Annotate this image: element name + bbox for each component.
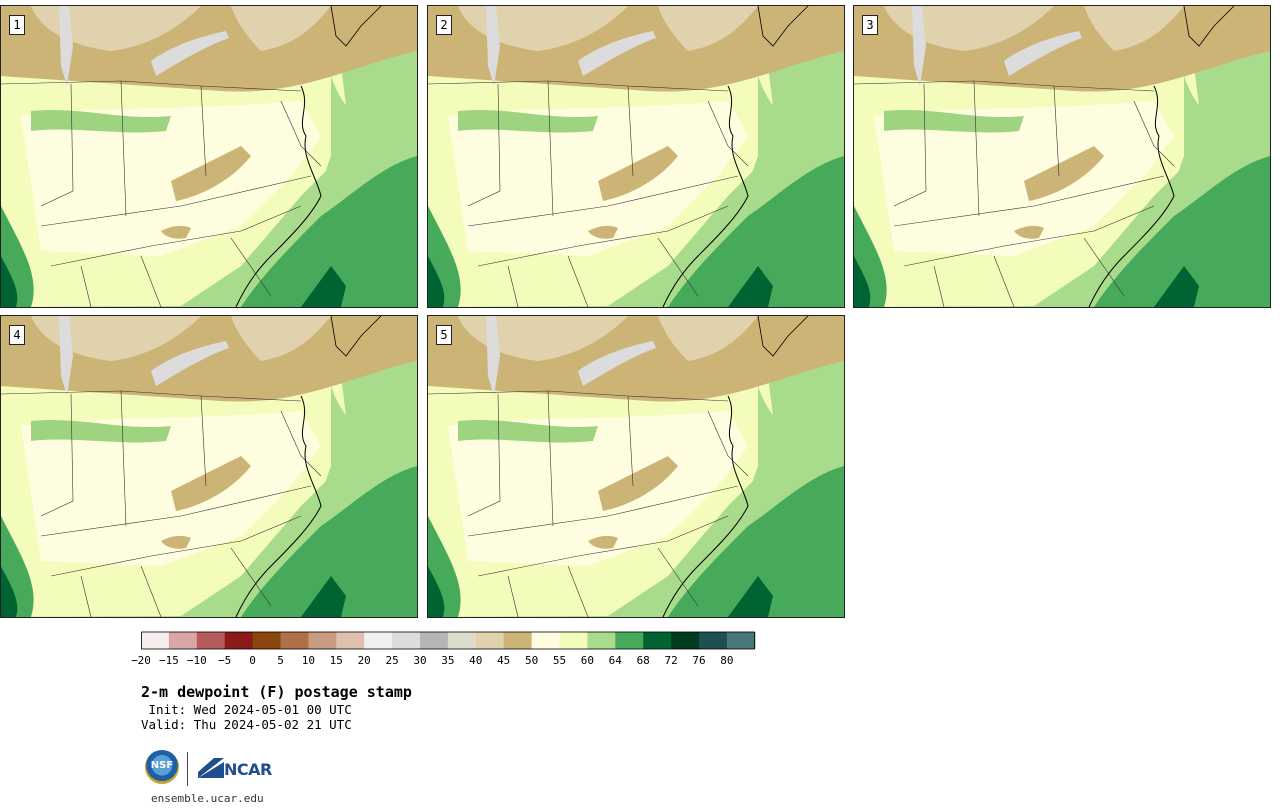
colorbar-swatch <box>308 632 337 649</box>
colorbar-border <box>141 631 755 650</box>
colorbar-tick-label: 15 <box>329 654 343 667</box>
colorbar-swatch <box>587 632 616 649</box>
colorbar-swatch <box>392 632 421 649</box>
colorbar-swatch <box>336 632 365 649</box>
colorbar-swatch <box>726 632 756 649</box>
logo-divider <box>187 752 188 786</box>
colorbar-tick-label: −20 <box>131 654 151 667</box>
colorbar-tick-label: 76 <box>692 654 706 667</box>
nsf-logo-icon <box>145 750 179 784</box>
panel-number: 4 <box>9 325 25 345</box>
valid-time: Valid: Thu 2024-05-02 21 UTC <box>141 717 352 732</box>
colorbar-swatch <box>615 632 644 649</box>
dewpoint-map <box>1 6 417 307</box>
colorbar-tick-label: 72 <box>664 654 678 667</box>
colorbar-tick-label: 20 <box>357 654 371 667</box>
colorbar <box>141 631 756 650</box>
colorbar-swatch <box>364 632 393 649</box>
map-panel-3: 3 <box>853 5 1271 308</box>
ncar-logo-text: NCAR <box>224 760 272 779</box>
colorbar-swatch <box>447 632 477 649</box>
colorbar-tick-label: 68 <box>636 654 650 667</box>
colorbar-tick-label: 0 <box>249 654 256 667</box>
colorbar-swatch <box>475 632 505 649</box>
colorbar-tick-label: 45 <box>497 654 511 667</box>
panel-number: 1 <box>9 15 25 35</box>
dewpoint-map <box>854 6 1270 307</box>
colorbar-tick-label: 5 <box>277 654 284 667</box>
colorbar-swatch <box>559 632 588 649</box>
colorbar-swatch <box>503 632 533 649</box>
colorbar-tick-label: 50 <box>524 654 539 667</box>
colorbar-swatch <box>699 632 728 649</box>
panel-number: 2 <box>436 15 452 35</box>
colorbar-swatch <box>531 632 560 649</box>
colorbar-tick-label: −10 <box>186 654 207 667</box>
nsf-logo-text: NSF <box>150 760 174 771</box>
colorbar-tick-label: 40 <box>469 654 483 667</box>
colorbar-tick-label: 30 <box>413 654 427 667</box>
colorbar-tick-label: 80 <box>720 654 734 667</box>
dewpoint-map <box>428 316 844 617</box>
colorbar-tick-label: 10 <box>301 654 316 667</box>
colorbar-tick-label: −5 <box>218 654 232 667</box>
colorbar-tick-label: 60 <box>580 654 595 667</box>
dewpoint-map <box>428 6 844 307</box>
map-panel-5: 5 <box>427 315 845 618</box>
colorbar-swatch <box>196 632 226 649</box>
colorbar-swatch <box>280 632 309 649</box>
website-link[interactable]: ensemble.ucar.edu <box>151 792 264 805</box>
map-panel-2: 2 <box>427 5 845 308</box>
panel-number: 5 <box>436 325 452 345</box>
colorbar-swatch <box>141 632 170 649</box>
colorbar-tick-label: 64 <box>608 654 622 667</box>
colorbar-swatch <box>224 632 254 649</box>
init-time: Init: Wed 2024-05-01 00 UTC <box>141 702 352 717</box>
colorbar-swatch <box>168 632 198 649</box>
map-panel-1: 1 <box>0 5 418 308</box>
colorbar-swatch <box>643 632 672 649</box>
colorbar-swatch <box>671 632 700 649</box>
ncar-logo-icon <box>198 758 224 778</box>
map-panel-4: 4 <box>0 315 418 618</box>
colorbar-swatch <box>420 632 449 649</box>
colorbar-tick-label: 35 <box>441 654 455 667</box>
panel-number: 3 <box>862 15 878 35</box>
colorbar-tick-label: 25 <box>385 654 399 667</box>
colorbar-tick-label: 55 <box>552 654 567 667</box>
colorbar-tick-label: −15 <box>158 654 179 667</box>
dewpoint-map <box>1 316 417 617</box>
chart-title: 2-m dewpoint (F) postage stamp <box>141 683 412 701</box>
colorbar-swatch <box>252 632 281 649</box>
